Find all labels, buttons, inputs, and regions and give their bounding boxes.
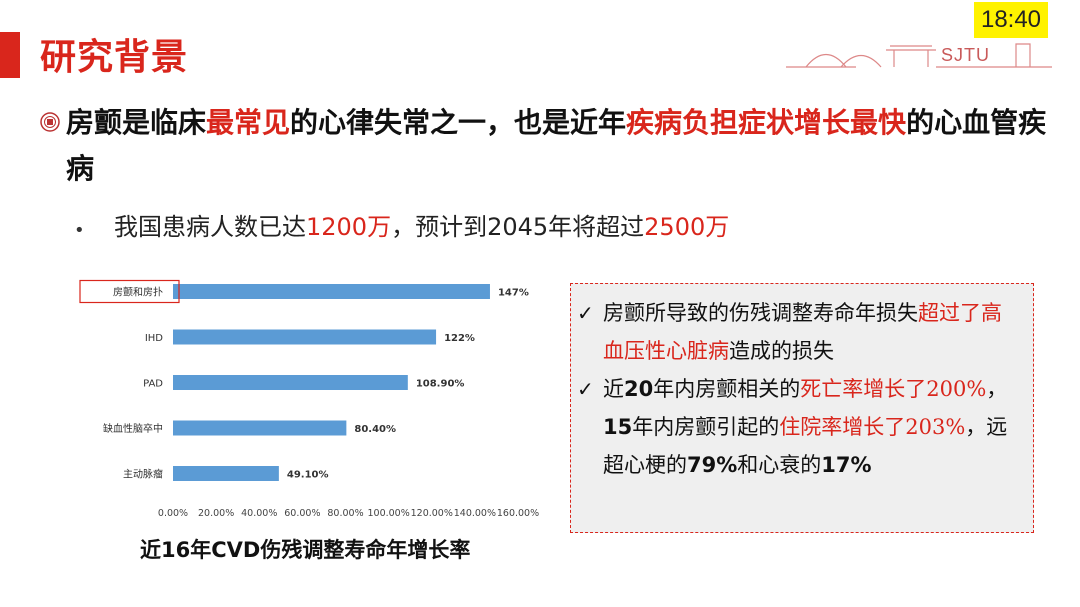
chart-category-label: 缺血性脑卒中 [103, 422, 163, 435]
title-accent-bar [0, 32, 20, 78]
chart-category-label: PAD [143, 379, 163, 390]
chart-bar [173, 375, 408, 390]
chart-tick-label: 60.00% [284, 508, 320, 519]
sub-text: 我国患病人数已达 [114, 213, 306, 241]
slide-title: 研究背景 [40, 37, 189, 78]
chart-bar [173, 284, 490, 299]
heading-text: 房颤是临床 [66, 106, 207, 139]
heading-highlight: 最常见 [206, 106, 291, 139]
logo-text: SJTU [941, 45, 990, 65]
chart-tick-label: 100.00% [367, 508, 409, 519]
bullet-dot: • [74, 220, 85, 241]
chart-tick-label: 0.00% [158, 508, 188, 519]
info-text: 近20年内房颤相关的死亡率增长了200%，15年内房颤引起的住院率增长了203%… [603, 377, 1008, 477]
info-box: ✓ 房颤所导致的伤残调整寿命年损失超过了高血压性心脏病造成的损失 ✓ 近20年内… [570, 283, 1034, 533]
sub-number: 1200万 [306, 213, 392, 241]
chart-category-label: 房颤和房扑 [113, 286, 163, 299]
chart-tick-label: 80.00% [327, 508, 363, 519]
chart-value-label: 122% [444, 333, 475, 344]
chart-tick-label: 20.00% [198, 508, 234, 519]
chart-tick-label: 120.00% [411, 508, 453, 519]
chart-category-label: 主动脉瘤 [123, 468, 163, 481]
chart-bar [173, 329, 437, 345]
chart-caption: 近16年CVD伤残调整寿命年增长率 [140, 538, 471, 562]
chart-value-label: 49.10% [287, 470, 329, 481]
heading-text: 的心律失常之一，也是近年 [290, 106, 627, 139]
sub-point: 我国患病人数已达1200万，预计到2045年将超过2500万 [114, 207, 729, 242]
info-item: ✓ 近20年内房颤相关的死亡率增长了200%，15年内房颤引起的住院率增长了20… [577, 370, 1019, 484]
emblem-icon [40, 112, 60, 132]
chart-bar [173, 420, 347, 436]
sub-text: ，预计到2045年将超过 [391, 213, 645, 241]
chart-bar [173, 466, 279, 481]
clock-badge: 18:40 [974, 2, 1048, 38]
heading-highlight: 疾病负担症状增长最快 [626, 106, 907, 139]
chart-value-label: 147% [498, 288, 529, 299]
info-text: 房颤所导致的伤残调整寿命年损失超过了高血压性心脏病造成的损失 [603, 301, 1002, 363]
main-heading: 房颤是临床最常见的心律失常之一，也是近年疾病负担症状增长最快的心血管疾病 [66, 100, 1066, 192]
highlight-box [79, 279, 180, 304]
chart-value-label: 80.40% [354, 424, 396, 435]
chart-tick-label: 140.00% [454, 508, 496, 519]
chart-tick-label: 40.00% [241, 508, 277, 519]
checkmark-icon: ✓ [577, 301, 594, 325]
sub-number: 2500万 [644, 213, 730, 241]
chart-tick-label: 160.00% [497, 508, 539, 519]
bar-chart: 房颤和房扑 147% IHD 122% PAD 108.90% 缺血性脑卒中 80.40% 主动… [79, 279, 539, 519]
chart-category-label: IHD [145, 333, 163, 344]
checkmark-icon: ✓ [577, 377, 594, 401]
heading-text: 的心血管疾病 [66, 106, 1047, 185]
info-item: ✓ 房颤所导致的伤残调整寿命年损失超过了高血压性心脏病造成的损失 [577, 294, 1019, 370]
chart-value-label: 108.90% [416, 379, 465, 390]
sjtu-logo [786, 43, 1052, 68]
